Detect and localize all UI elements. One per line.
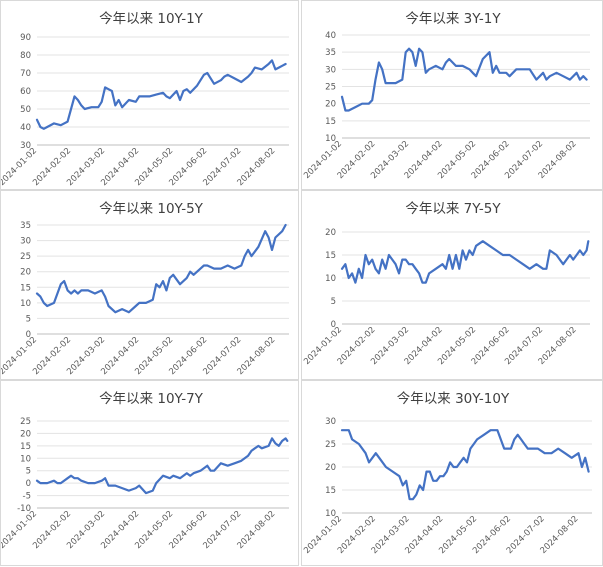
chart-7y-5y: 今年以来 7Y-5Y 051015202024-01-022024-02-022…: [302, 201, 590, 367]
y-tick-label: 80: [20, 51, 31, 61]
y-tick-label: 25: [20, 417, 31, 427]
chart-title: 今年以来 10Y-1Y: [99, 11, 204, 27]
y-tick-label: 25: [20, 252, 31, 262]
y-tick-label: 90: [20, 33, 31, 43]
y-tick-label: -5: [23, 492, 31, 502]
y-tick-label: 25: [325, 440, 336, 450]
series-line: [340, 47, 588, 112]
y-tick-label: 60: [20, 87, 31, 97]
series-line: [35, 437, 289, 495]
y-tick-label: 30: [20, 141, 31, 151]
y-tick-label: 5: [26, 314, 31, 324]
y-tick-label: 10: [325, 134, 336, 144]
chart-panel-10y-7y: 今年以来 10Y-7Y -10 -5 0 5 10 15 20 25 2024-01-02 202…: [0, 380, 299, 566]
series-line: [35, 59, 287, 130]
y-tick-label: 30: [20, 237, 31, 247]
y-tick-label: 30: [325, 65, 336, 75]
y-tick-label: 0: [26, 479, 31, 489]
y-tick-label: 20: [20, 429, 31, 439]
y-tick-label: 15: [20, 442, 31, 452]
y-tick-label: 25: [325, 83, 336, 93]
y-tick-label: 15: [325, 251, 336, 261]
y-tick-label: 10: [20, 299, 31, 309]
chart-3y-1y: 今年以来 3Y-1Y 101520253035402024-01-022024-…: [302, 11, 590, 181]
series-line: [340, 429, 590, 501]
y-tick-label: 35: [20, 221, 31, 231]
y-tick-label: 70: [20, 69, 31, 79]
y-tick-label: 20: [325, 463, 336, 473]
y-tick-label: 5: [331, 297, 336, 307]
y-tick-label: 20: [325, 228, 336, 238]
y-tick-label: 10: [20, 454, 31, 464]
chart-title: 今年以来 10Y-5Y: [99, 201, 204, 217]
y-tick-label: 20: [20, 268, 31, 278]
y-tick-label: 15: [325, 117, 336, 127]
chart-10y-7y: 今年以来 10Y-7Y -10-505101520252024-01-02202…: [1, 391, 289, 551]
y-tick-label: -10: [17, 504, 31, 514]
y-tick-label: 50: [20, 105, 31, 115]
series-line: [35, 223, 287, 314]
chart-10y-5y: 今年以来 10Y-5Y 051015202530352024-01-022024…: [1, 201, 289, 377]
y-tick-label: 15: [20, 283, 31, 293]
chart-panel-3y-1y: 今年以来 3Y-1Y 10 15 20 25 30 35 40 2024-01-02 2024-…: [301, 0, 603, 190]
chart-title: 今年以来 30Y-10Y: [397, 391, 510, 407]
y-tick-label: 0: [331, 320, 336, 330]
chart-title: 今年以来 3Y-1Y: [405, 11, 501, 27]
y-tick-label: 35: [325, 48, 336, 58]
chart-panel-30y-10y: 今年以来 30Y-10Y 10 15 20 25 30 2024-01-02 2024-02…: [301, 380, 603, 566]
y-tick-label: 40: [325, 31, 336, 41]
chart-panel-10y-1y: 今年以来 10Y-1Y 30 40 50 60 70 80 90 2024-01-02 2024…: [0, 0, 299, 190]
chart-title: 今年以来 7Y-5Y: [405, 201, 501, 217]
y-tick-label: 30: [325, 417, 336, 427]
chart-panel-7y-5y: 今年以来 7Y-5Y 0 5 10 15 20 2024-01-02 2024-02-02 2…: [301, 190, 603, 380]
y-tick-label: 0: [26, 330, 31, 340]
chart-10y-1y: 今年以来 10Y-1Y 304050607080902024-01-022024…: [1, 11, 289, 188]
y-tick-label: 20: [325, 100, 336, 110]
y-tick-label: 10: [325, 274, 336, 284]
y-tick-label: 15: [325, 486, 336, 496]
chart-title: 今年以来 10Y-7Y: [99, 391, 204, 407]
y-tick-label: 10: [325, 509, 336, 519]
chart-30y-10y: 今年以来 30Y-10Y 10152025302024-01-022024-02…: [302, 391, 592, 556]
series-line: [340, 240, 590, 284]
chart-panel-10y-5y: 今年以来 10Y-5Y 0 5 10 15 20 25 30 35 2024-01-02 2024…: [0, 190, 299, 380]
y-tick-label: 5: [26, 467, 31, 477]
y-tick-label: 40: [20, 123, 31, 133]
